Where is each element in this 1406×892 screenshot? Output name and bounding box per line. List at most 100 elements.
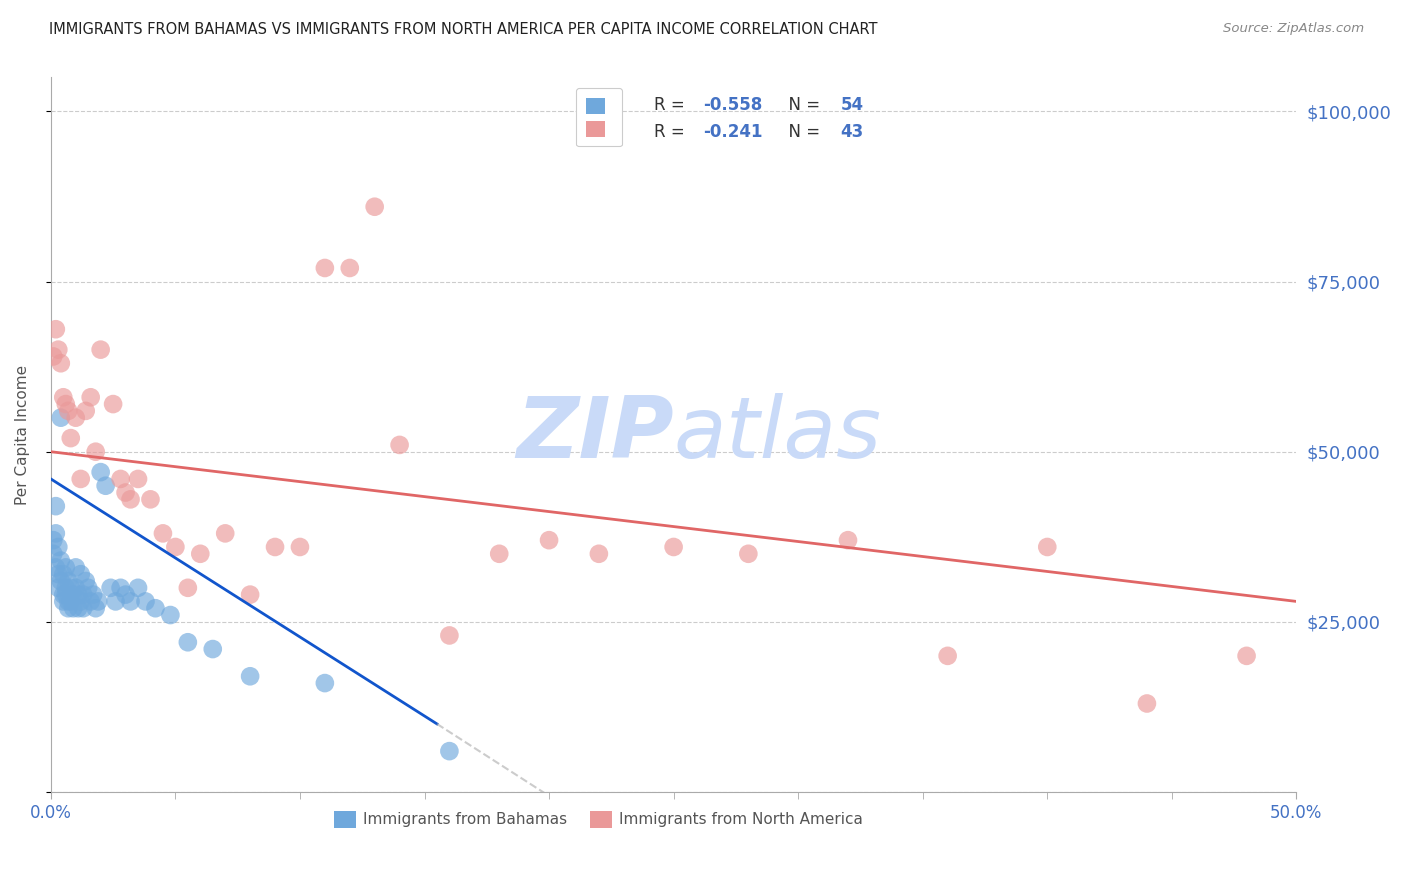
- Point: [239, 669, 262, 683]
- Text: -0.241: -0.241: [703, 123, 763, 141]
- Point: [90, 465, 112, 479]
- Point: [288, 540, 311, 554]
- Point: [65, 581, 87, 595]
- Point: [42, 547, 65, 561]
- Point: [101, 397, 124, 411]
- Point: [145, 601, 167, 615]
- Point: [58, 404, 80, 418]
- Point: [363, 200, 385, 214]
- Point: [62, 588, 84, 602]
- Point: [65, 560, 87, 574]
- Point: [152, 526, 174, 541]
- Point: [59, 594, 82, 608]
- Text: N =: N =: [778, 123, 825, 141]
- Point: [82, 588, 104, 602]
- Point: [69, 594, 91, 608]
- Text: R =: R =: [654, 96, 690, 114]
- Point: [90, 343, 112, 357]
- Point: [45, 560, 67, 574]
- Point: [737, 547, 759, 561]
- Point: [72, 601, 94, 615]
- Point: [439, 628, 461, 642]
- Text: ZIP: ZIP: [516, 393, 673, 476]
- Text: N =: N =: [778, 96, 825, 114]
- Point: [49, 410, 72, 425]
- Point: [114, 588, 136, 602]
- Point: [55, 397, 77, 411]
- Point: [1036, 540, 1059, 554]
- Point: [45, 526, 67, 541]
- Point: [120, 492, 142, 507]
- Text: 43: 43: [841, 123, 863, 141]
- Point: [46, 540, 69, 554]
- Point: [214, 526, 236, 541]
- Point: [110, 581, 132, 595]
- Point: [52, 390, 75, 404]
- Y-axis label: Per Capita Income: Per Capita Income: [15, 365, 30, 505]
- Point: [75, 574, 97, 588]
- Point: [75, 404, 97, 418]
- Point: [1236, 648, 1258, 663]
- Point: [936, 648, 959, 663]
- Point: [67, 601, 90, 615]
- Point: [239, 588, 262, 602]
- Point: [538, 533, 561, 548]
- Point: [49, 574, 72, 588]
- Point: [104, 594, 127, 608]
- Point: [177, 635, 200, 649]
- Point: [59, 581, 82, 595]
- Point: [80, 390, 103, 404]
- Text: R =: R =: [654, 123, 690, 141]
- Point: [46, 581, 69, 595]
- Point: [52, 588, 75, 602]
- Point: [662, 540, 685, 554]
- Point: [139, 492, 162, 507]
- Point: [134, 594, 156, 608]
- Point: [314, 676, 336, 690]
- Legend: Immigrants from Bahamas, Immigrants from North America: Immigrants from Bahamas, Immigrants from…: [328, 805, 869, 834]
- Point: [59, 431, 82, 445]
- Text: 54: 54: [841, 96, 863, 114]
- Point: [55, 581, 77, 595]
- Point: [127, 581, 149, 595]
- Point: [837, 533, 859, 548]
- Point: [188, 547, 211, 561]
- Point: [84, 444, 107, 458]
- Point: [46, 343, 69, 357]
- Point: [62, 601, 84, 615]
- Point: [127, 472, 149, 486]
- Point: [55, 560, 77, 574]
- Point: [339, 260, 361, 275]
- Point: [159, 607, 181, 622]
- Point: [177, 581, 200, 595]
- Point: [120, 594, 142, 608]
- Point: [388, 438, 411, 452]
- Point: [77, 581, 100, 595]
- Point: [46, 567, 69, 582]
- Text: -0.558: -0.558: [703, 96, 762, 114]
- Text: Source: ZipAtlas.com: Source: ZipAtlas.com: [1223, 22, 1364, 36]
- Point: [588, 547, 610, 561]
- Point: [100, 581, 122, 595]
- Point: [264, 540, 287, 554]
- Point: [165, 540, 187, 554]
- Point: [52, 567, 75, 582]
- Point: [42, 533, 65, 548]
- Point: [49, 356, 72, 370]
- Point: [45, 322, 67, 336]
- Point: [201, 642, 224, 657]
- Point: [69, 472, 91, 486]
- Point: [87, 594, 110, 608]
- Point: [42, 350, 65, 364]
- Point: [52, 594, 75, 608]
- Point: [67, 588, 90, 602]
- Point: [84, 601, 107, 615]
- Point: [58, 601, 80, 615]
- Point: [58, 594, 80, 608]
- Point: [69, 567, 91, 582]
- Point: [65, 410, 87, 425]
- Point: [439, 744, 461, 758]
- Point: [72, 588, 94, 602]
- Point: [55, 588, 77, 602]
- Point: [49, 553, 72, 567]
